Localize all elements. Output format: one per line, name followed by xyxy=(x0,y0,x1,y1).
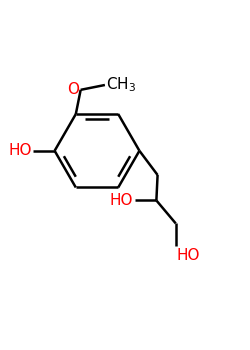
Text: O: O xyxy=(68,82,80,97)
Text: HO: HO xyxy=(8,143,32,158)
Text: HO: HO xyxy=(177,248,201,263)
Text: HO: HO xyxy=(110,193,133,208)
Text: CH$_3$: CH$_3$ xyxy=(106,76,136,94)
